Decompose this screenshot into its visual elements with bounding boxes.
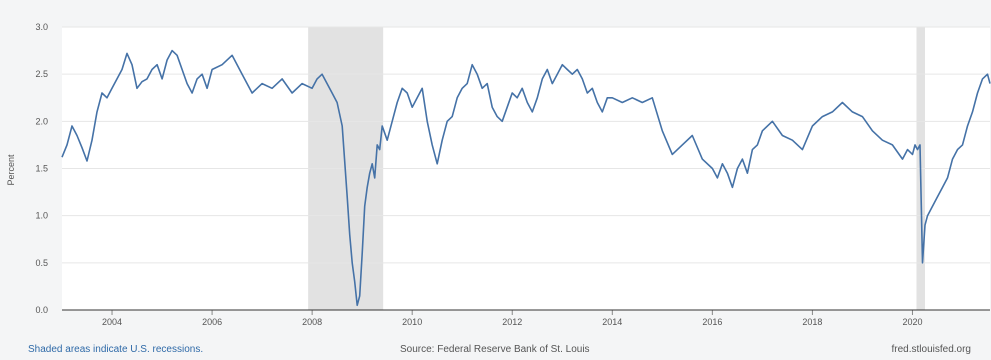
y-tick-label: 0.5 xyxy=(35,258,48,268)
x-tick-label: 2008 xyxy=(302,317,322,327)
y-tick-label: 0.0 xyxy=(35,305,48,315)
y-tick-label: 2.0 xyxy=(35,116,48,126)
x-tick-label: 2020 xyxy=(902,317,922,327)
x-tick-label: 2014 xyxy=(602,317,622,327)
source-note: Source: Federal Reserve Bank of St. Loui… xyxy=(400,344,590,355)
x-tick-label: 2004 xyxy=(102,317,122,327)
site-credit[interactable]: fred.stlouisfed.org xyxy=(891,344,972,355)
line-chart: 0.00.51.01.52.02.53.0 2004 2006 2008 2010 20… xyxy=(6,22,991,327)
y-axis-label: Percent xyxy=(6,154,16,186)
grid-lines xyxy=(62,26,990,311)
recession-note[interactable]: Shaded areas indicate U.S. recessions. xyxy=(28,344,204,355)
x-tick-label: 2016 xyxy=(702,317,722,327)
x-tick-label: 2018 xyxy=(802,317,822,327)
x-tick-label: 2012 xyxy=(502,317,522,327)
y-tick-label: 1.0 xyxy=(35,211,48,221)
y-tick-label: 2.5 xyxy=(35,69,48,79)
series-layer xyxy=(61,49,991,307)
y-tick-label: 1.5 xyxy=(35,164,48,174)
y-axis-ticks: 0.0 0.5 1.0 1.5 2.0 2.5 3.0 xyxy=(35,22,48,315)
series-line-0 xyxy=(61,49,991,307)
x-tick-label: 2010 xyxy=(402,317,422,327)
x-tick-label: 2006 xyxy=(202,317,222,327)
x-axis-ticks: 2004 2006 2008 2010 2012 2014 2016 2018 2020 xyxy=(102,310,922,327)
y-tick-label: 3.0 xyxy=(35,22,48,32)
